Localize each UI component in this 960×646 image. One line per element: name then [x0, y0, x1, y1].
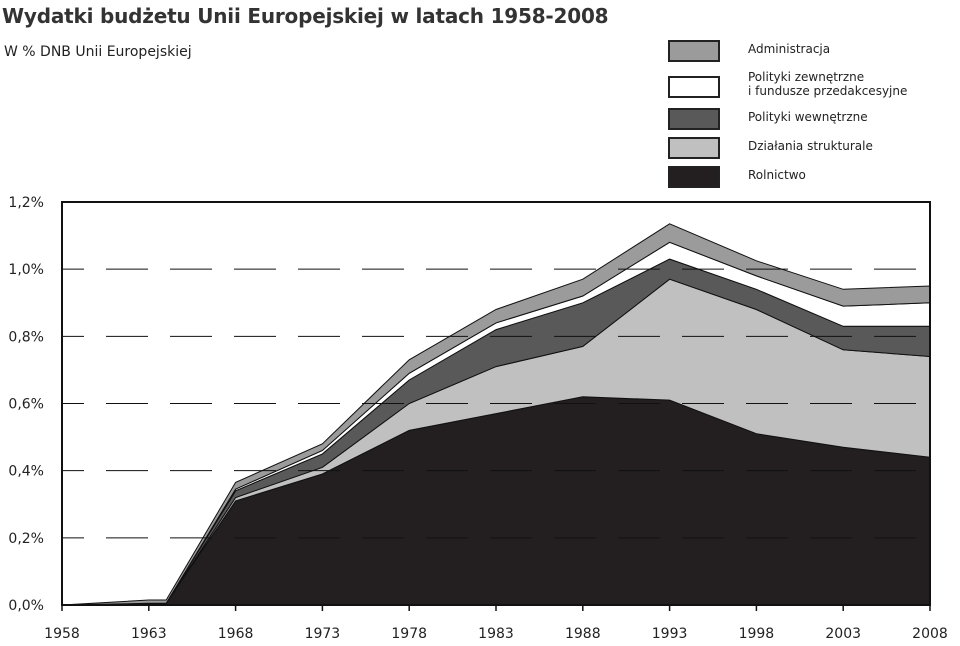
legend-label-polityki-zewnetrzne: Polityki zewnętrzne i fundusze przedakce… — [748, 70, 908, 98]
gridlines — [62, 268, 930, 539]
x-tick-label: 1978 — [391, 626, 427, 642]
y-tick-label: 1,2% — [8, 195, 44, 211]
x-tick-label: 2003 — [825, 626, 861, 642]
legend-item-administracja: Administracja — [668, 40, 958, 64]
x-tick-label: 1963 — [131, 626, 167, 642]
legend-item-polityki-zewnetrzne: Polityki zewnętrzne i fundusze przedakce… — [668, 70, 958, 108]
y-tick-label: 0,2% — [8, 531, 44, 547]
x-tick-label: 1988 — [565, 626, 601, 642]
legend-swatch-rolnictwo — [668, 166, 720, 188]
legend-label-dzialania-strukturale: Działania strukturale — [748, 139, 873, 153]
x-tick-label: 1993 — [652, 626, 688, 642]
x-tick-label: 1973 — [305, 626, 341, 642]
y-tick-label: 0,4% — [8, 464, 44, 480]
x-tick-label: 2008 — [912, 626, 948, 642]
legend-swatch-polityki-wewnetrzne — [668, 108, 720, 130]
x-axis: 1958 1963 1968 1973 1978 1983 1988 1993 1998 2003… — [44, 605, 948, 642]
legend-label-administracja: Administracja — [748, 42, 831, 56]
y-axis: 0,0% 0,2% 0,4% 0,6% 0,8% 1,0% 1,2% — [8, 195, 44, 614]
legend-label-rolnictwo: Rolnictwo — [748, 168, 806, 182]
x-tick-label: 1958 — [44, 626, 80, 642]
x-tick-label: 1983 — [478, 626, 514, 642]
y-tick-label: 1,0% — [8, 262, 44, 278]
x-tick-label: 1998 — [739, 626, 775, 642]
chart-title: Wydatki budżetu Unii Europejskiej w lata… — [2, 4, 609, 28]
y-tick-label: 0,8% — [8, 329, 44, 345]
y-tick-label: 0,6% — [8, 397, 44, 413]
area-layers — [61, 223, 931, 606]
legend-item-polityki-wewnetrzne: Polityki wewnętrzne — [668, 108, 958, 132]
legend-item-dzialania-strukturale: Działania strukturale — [668, 137, 958, 161]
legend-swatch-administracja — [668, 40, 720, 62]
legend-label-polityki-wewnetrzne: Polityki wewnętrzne — [748, 110, 868, 124]
y-tick-label: 0,0% — [8, 598, 44, 614]
legend-item-rolnictwo: Rolnictwo — [668, 166, 958, 190]
legend-swatch-dzialania-strukturale — [668, 137, 720, 159]
legend-swatch-polityki-zewnetrzne — [668, 76, 720, 98]
chart-subtitle: W % DNB Unii Europejskiej — [4, 44, 192, 60]
x-tick-label: 1968 — [218, 626, 254, 642]
